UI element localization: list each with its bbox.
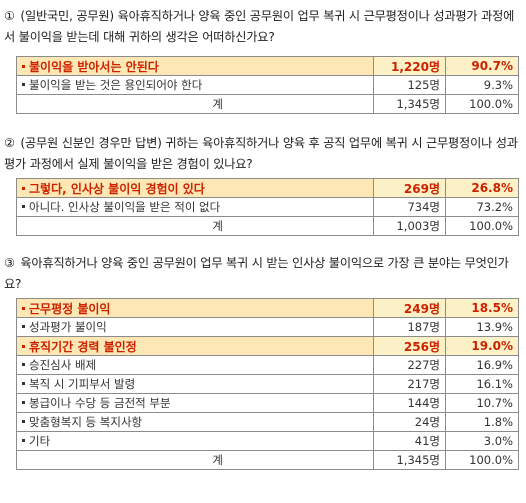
- row-label: 맞춤형복지 등 복지사항: [29, 415, 143, 429]
- row-count: 269명: [373, 178, 446, 198]
- table-row: 그렇다, 인사상 불이익 경험이 있다 269명 26.8%: [16, 178, 519, 198]
- bullet-icon: [22, 420, 25, 423]
- question-2: ② (공무원 신분인 경우만 답변) 귀하는 육아휴직하거나 양육 후 공직 업…: [4, 133, 518, 175]
- bullet-icon: [22, 344, 25, 348]
- row-count: 217명: [373, 374, 446, 394]
- bullet-icon: [22, 382, 25, 385]
- question-1-number: ①: [4, 9, 15, 23]
- row-label: 복직 시 기피부서 발령: [29, 377, 136, 391]
- row-count: 249명: [373, 298, 446, 318]
- row-count: 144명: [373, 393, 446, 413]
- row-label: 근무평정 불이익: [29, 301, 111, 316]
- row-percent: 3.0%: [445, 431, 519, 451]
- bullet-icon: [22, 401, 25, 404]
- row-label: 불이익을 받는 것은 용인되어야 한다: [29, 78, 203, 92]
- bullet-icon: [22, 306, 25, 310]
- bullet-icon: [22, 186, 25, 190]
- total-count: 1,345명: [373, 450, 446, 470]
- bullet-icon: [22, 439, 25, 442]
- row-count: 41명: [373, 431, 446, 451]
- table-row: 기타 41명 3.0%: [16, 431, 519, 451]
- question-1-text: (일반국민, 공무원) 육아휴직하거나 양육 중인 공무원이 업무 복귀 시 근…: [4, 9, 515, 44]
- table-row: 봉급이나 수당 등 금전적 부분 144명 10.7%: [16, 393, 519, 413]
- total-row: 계 1,345명 100.0%: [16, 450, 519, 470]
- total-row: 계 1,003명 100.0%: [16, 216, 519, 236]
- row-percent: 19.0%: [445, 336, 519, 356]
- row-percent: 1.8%: [445, 412, 519, 432]
- row-percent: 26.8%: [445, 178, 519, 198]
- row-count: 125명: [373, 75, 446, 95]
- row-count: 187명: [373, 317, 446, 337]
- table-row: 성과평가 불이익 187명 13.9%: [16, 317, 519, 337]
- question-2-table: 그렇다, 인사상 불이익 경험이 있다 269명 26.8% 아니다. 인사상 …: [16, 178, 519, 236]
- total-count: 1,003명: [373, 216, 446, 236]
- question-2-text: (공무원 신분인 경우만 답변) 귀하는 육아휴직하거나 양육 후 공직 업무에…: [4, 136, 518, 171]
- row-label: 아니다. 인사상 불이익을 받은 적이 없다: [29, 200, 221, 214]
- bullet-icon: [22, 325, 25, 328]
- question-3-table: 근무평정 불이익 249명 18.5% 성과평가 불이익 187명 13.9% …: [16, 298, 519, 470]
- row-percent: 18.5%: [445, 298, 519, 318]
- bullet-icon: [22, 205, 25, 208]
- question-3-number: ③: [4, 256, 15, 270]
- row-percent: 9.3%: [445, 75, 519, 95]
- row-percent: 10.7%: [445, 393, 519, 413]
- table-row: 아니다. 인사상 불이익을 받은 적이 없다 734명 73.2%: [16, 197, 519, 217]
- table-row: 맞춤형복지 등 복지사항 24명 1.8%: [16, 412, 519, 432]
- total-percent: 100.0%: [445, 450, 519, 470]
- row-label: 불이익을 받아서는 안된다: [29, 59, 159, 74]
- row-label: 승진심사 배제: [29, 358, 97, 372]
- table-row: 승진심사 배제 227명 16.9%: [16, 355, 519, 375]
- table-row: 휴직기간 경력 불인정 256명 19.0%: [16, 336, 519, 356]
- question-1-table: 불이익을 받아서는 안된다 1,220명 90.7% 불이익을 받는 것은 용인…: [16, 56, 519, 114]
- row-count: 24명: [373, 412, 446, 432]
- question-2-number: ②: [4, 136, 15, 150]
- question-1: ① (일반국민, 공무원) 육아휴직하거나 양육 중인 공무원이 업무 복귀 시…: [4, 6, 518, 48]
- bullet-icon: [22, 363, 25, 366]
- row-count: 227명: [373, 355, 446, 375]
- row-count: 734명: [373, 197, 446, 217]
- table-row: 복직 시 기피부서 발령 217명 16.1%: [16, 374, 519, 394]
- row-percent: 16.9%: [445, 355, 519, 375]
- row-label: 그렇다, 인사상 불이익 경험이 있다: [29, 181, 205, 196]
- row-label: 봉급이나 수당 등 금전적 부분: [29, 396, 171, 410]
- question-3-text: 육아휴직하거나 양육 중인 공무원이 업무 복귀 시 받는 인사상 불이익으로 …: [4, 256, 509, 291]
- total-label: 계: [16, 94, 374, 114]
- row-label: 휴직기간 경력 불인정: [29, 339, 137, 354]
- row-percent: 16.1%: [445, 374, 519, 394]
- table-row: 근무평정 불이익 249명 18.5%: [16, 298, 519, 318]
- row-percent: 73.2%: [445, 197, 519, 217]
- row-count: 1,220명: [373, 56, 446, 76]
- bullet-icon: [22, 83, 25, 86]
- total-row: 계 1,345명 100.0%: [16, 94, 519, 114]
- total-label: 계: [16, 216, 374, 236]
- total-percent: 100.0%: [445, 216, 519, 236]
- total-label: 계: [16, 450, 374, 470]
- total-percent: 100.0%: [445, 94, 519, 114]
- total-count: 1,345명: [373, 94, 446, 114]
- row-label: 성과평가 불이익: [29, 320, 107, 334]
- row-percent: 13.9%: [445, 317, 519, 337]
- table-row: 불이익을 받는 것은 용인되어야 한다 125명 9.3%: [16, 75, 519, 95]
- row-count: 256명: [373, 336, 446, 356]
- question-3: ③ 육아휴직하거나 양육 중인 공무원이 업무 복귀 시 받는 인사상 불이익으…: [4, 253, 518, 295]
- table-row: 불이익을 받아서는 안된다 1,220명 90.7%: [16, 56, 519, 76]
- bullet-icon: [22, 64, 25, 68]
- row-percent: 90.7%: [445, 56, 519, 76]
- row-label: 기타: [29, 434, 51, 448]
